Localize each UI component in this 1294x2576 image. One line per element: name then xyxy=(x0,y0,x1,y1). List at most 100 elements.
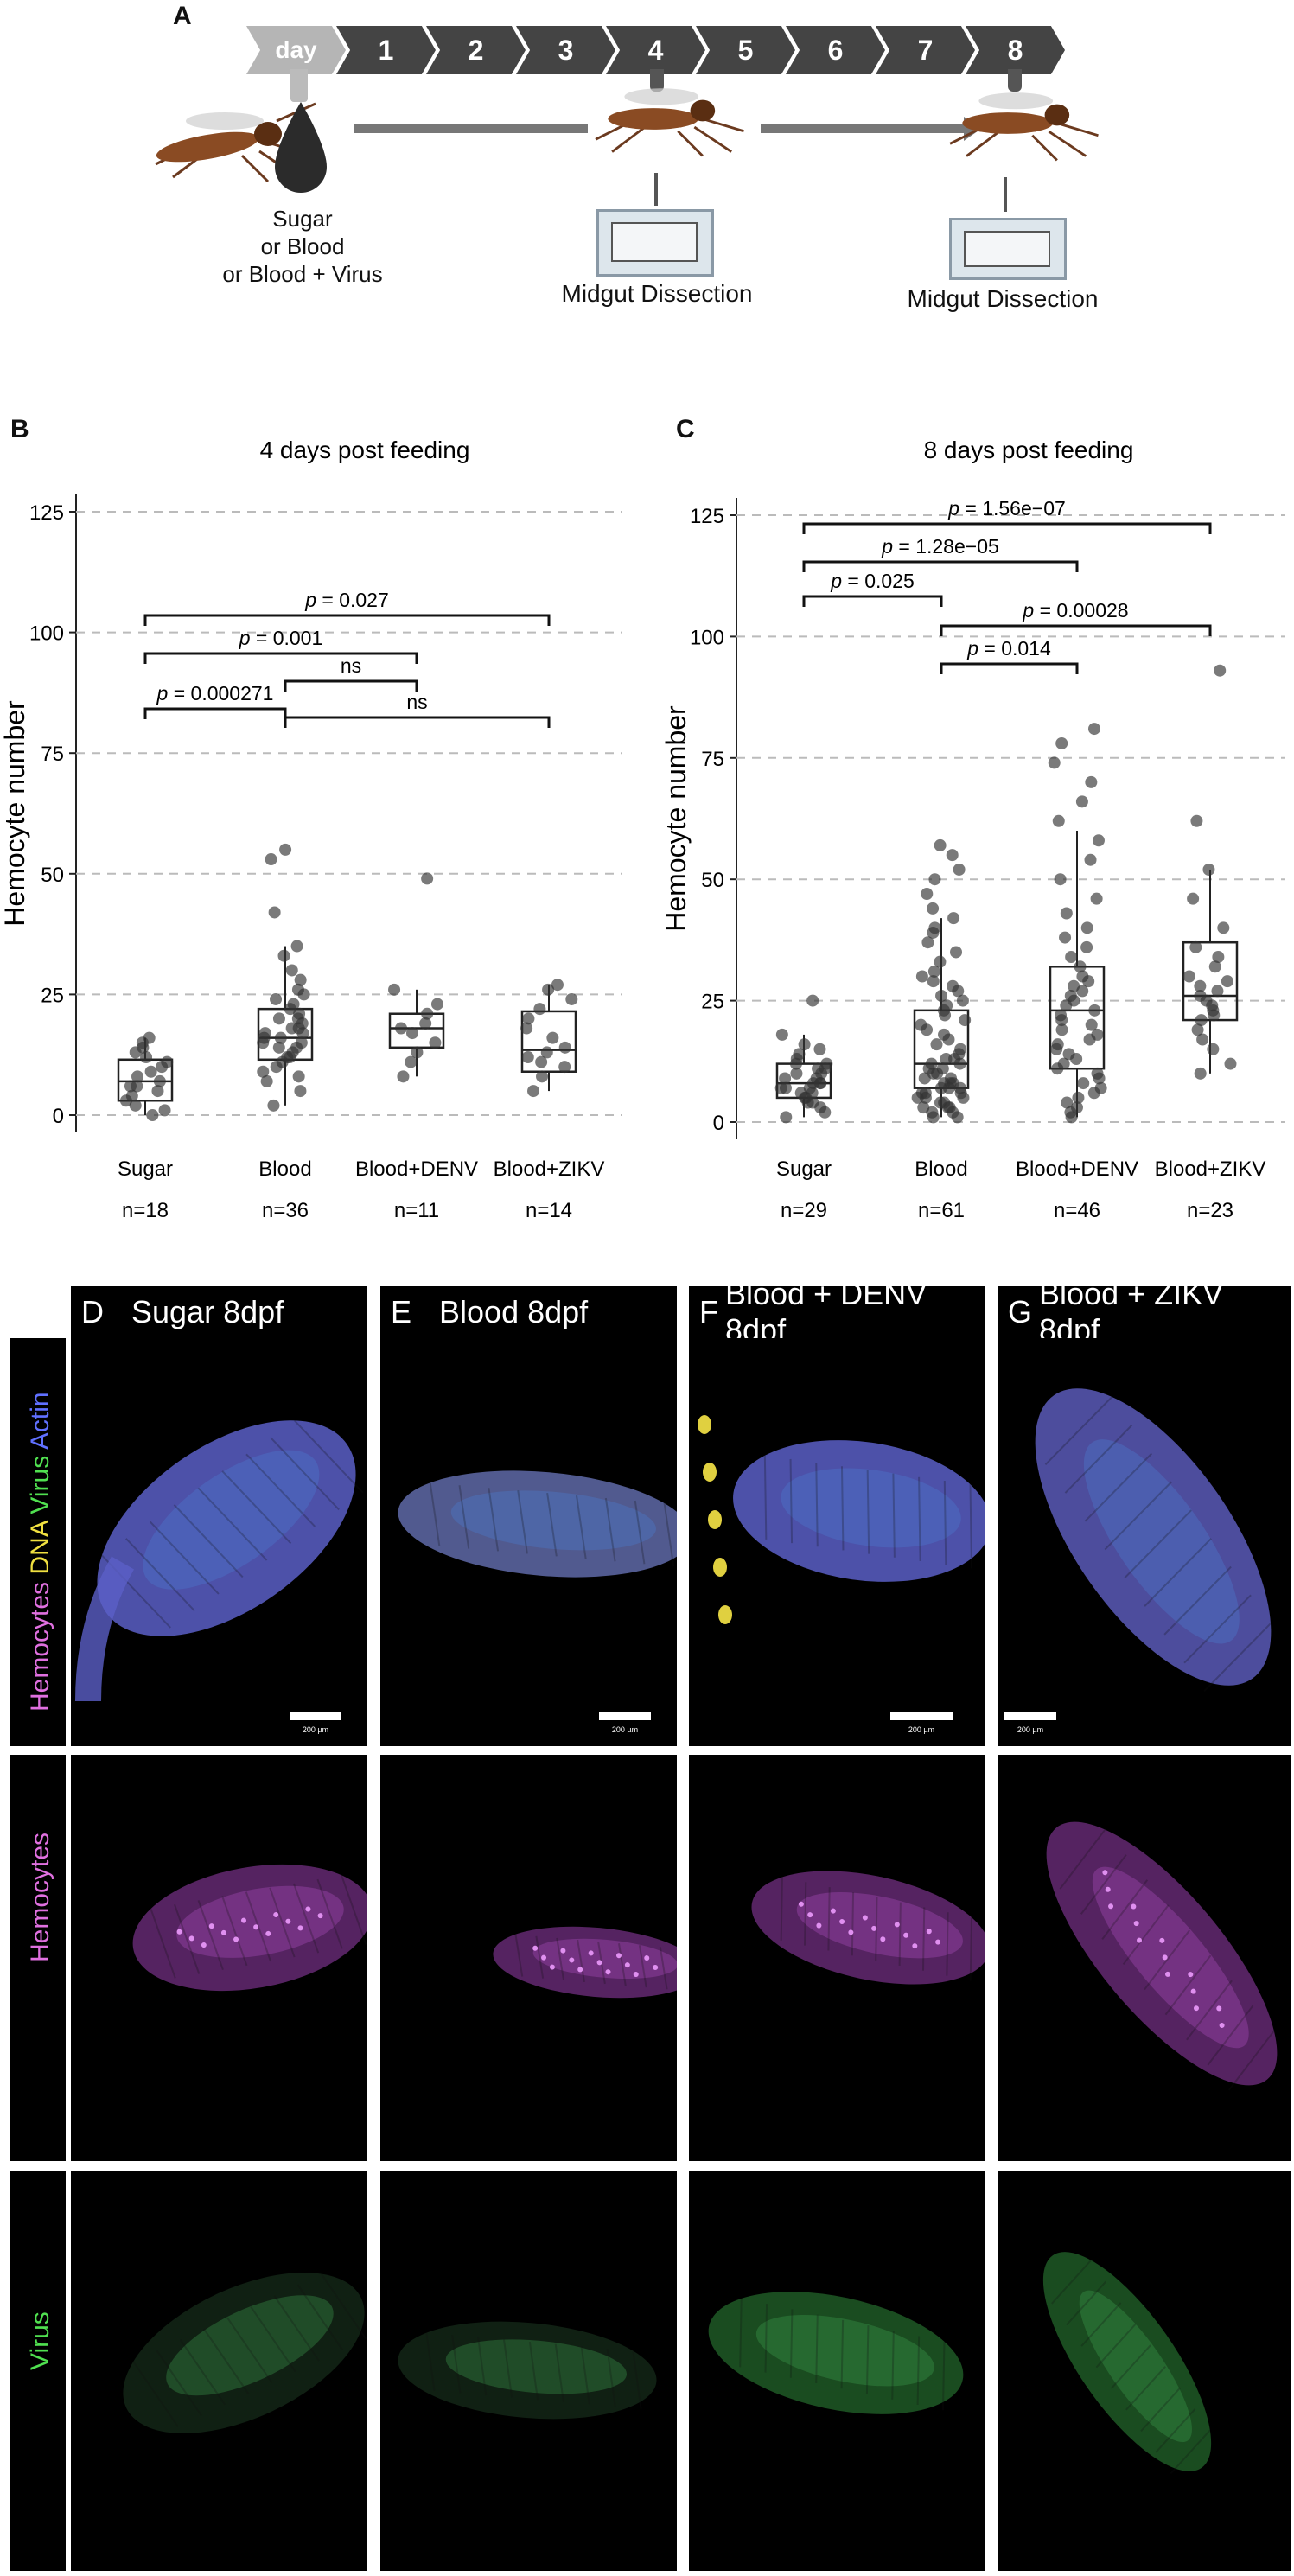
midgut-image xyxy=(1042,2252,1212,2475)
hemocyte-dot xyxy=(240,1917,246,1923)
tissue-fold xyxy=(132,2361,179,2427)
data-point xyxy=(919,1087,932,1100)
data-point xyxy=(533,1003,546,1016)
data-point xyxy=(917,1101,930,1114)
tissue-fold xyxy=(197,1487,268,1561)
panel-letter: G xyxy=(1008,1294,1033,1329)
tissue-fold xyxy=(316,1878,343,1949)
tissue-fold xyxy=(763,1455,768,1540)
data-point xyxy=(535,1055,548,1068)
tissue-body xyxy=(398,1470,677,1578)
tissue-body xyxy=(733,1440,985,1582)
midgut-tissue xyxy=(751,1871,985,1985)
tissue-texture xyxy=(1083,1439,1240,1644)
tissue-fold xyxy=(804,1882,807,1946)
midgut-image: 200 µm xyxy=(1004,1388,1272,1734)
significance-label: p = 0.027 xyxy=(304,589,389,611)
data-point xyxy=(429,1036,442,1049)
data-point xyxy=(272,1012,285,1025)
hemocyte-dot xyxy=(208,1923,214,1929)
tissue-body xyxy=(1042,2252,1212,2471)
data-point xyxy=(265,853,277,866)
data-point xyxy=(1074,960,1087,973)
row-channel-label: Hemocytes xyxy=(26,1832,54,1962)
tissue-fold xyxy=(273,2295,320,2362)
hemocyte-dot xyxy=(935,1939,941,1945)
data-point xyxy=(813,1043,826,1055)
tissue-body xyxy=(398,2321,657,2420)
dissection-slide-icon-2 xyxy=(949,218,1067,280)
data-point xyxy=(953,863,966,876)
tissue-body xyxy=(708,2292,964,2414)
tissue-fold xyxy=(1207,2005,1254,2066)
row-label-strip-3: Virus xyxy=(10,2171,66,2571)
data-point xyxy=(158,1104,171,1117)
panel-letter: E xyxy=(391,1294,412,1329)
tissue-fold xyxy=(946,1912,949,1976)
tissue-fold xyxy=(1104,1481,1173,1551)
tissue-fold xyxy=(250,2305,296,2373)
data-point xyxy=(1182,970,1195,983)
data-point xyxy=(1196,1033,1209,1046)
micrograph-f-row3 xyxy=(689,2171,985,2571)
tissue-fold xyxy=(789,2309,794,2378)
chart-title: 8 days post feeding xyxy=(924,437,1134,463)
midgut-tissue xyxy=(1046,1821,1278,2091)
data-point xyxy=(257,1065,270,1078)
panel-title: Blood 8dpf xyxy=(439,1294,589,1329)
tissue-fold xyxy=(1101,1879,1149,1940)
tissue-fold xyxy=(780,1877,783,1941)
tissue-fold xyxy=(150,1908,176,1979)
tissue-fold xyxy=(892,1473,896,1558)
scale-bar-label: 200 µm xyxy=(303,1725,328,1734)
data-point xyxy=(293,1007,306,1020)
n-label: n=29 xyxy=(781,1199,827,1222)
data-point xyxy=(1187,892,1200,905)
micrograph-e-row3 xyxy=(380,2171,677,2571)
hemocyte-dot xyxy=(1105,1886,1111,1892)
data-point xyxy=(1214,664,1227,677)
data-point xyxy=(411,1046,424,1059)
data-point xyxy=(1068,979,1080,992)
data-point xyxy=(790,1067,803,1080)
micrograph-g-row3 xyxy=(998,2171,1291,2571)
data-point xyxy=(527,1085,540,1098)
data-point xyxy=(1088,1004,1101,1017)
panel-header-e: E Blood 8dpf xyxy=(380,1286,677,1338)
tissue-fold xyxy=(1084,1452,1153,1522)
data-point xyxy=(927,975,940,988)
hemocyte-dot xyxy=(273,1912,279,1918)
tissue-fold xyxy=(1144,1929,1190,1991)
significance-label: p = 0.000271 xyxy=(156,682,274,705)
data-point xyxy=(959,1014,972,1027)
data-point xyxy=(1191,1023,1204,1036)
data-point xyxy=(820,1057,833,1070)
tissue-fold xyxy=(269,1887,296,1958)
tissue-fold xyxy=(451,2335,462,2394)
tissue-texture xyxy=(445,2339,628,2394)
tissue-fold xyxy=(1066,2280,1107,2326)
tissue-fold xyxy=(341,1874,367,1945)
timeline-step-8: 8 xyxy=(966,26,1065,74)
channel-hemocytes: Hemocytes xyxy=(26,1574,54,1712)
tissue-fold xyxy=(156,2350,202,2417)
tissue-fold xyxy=(840,1466,845,1551)
data-point xyxy=(1194,979,1207,992)
hemocyte-dot xyxy=(926,1929,932,1935)
scale-bar-label: 200 µm xyxy=(908,1725,934,1734)
data-point xyxy=(1055,1023,1068,1036)
data-point xyxy=(274,1031,287,1044)
hemocyte-dot xyxy=(605,1969,611,1975)
channel-actin: Actin xyxy=(26,1392,54,1451)
hemocyte-dot xyxy=(830,1908,836,1914)
scale-bar-label: 200 µm xyxy=(1017,1725,1043,1734)
data-point xyxy=(1060,907,1073,920)
hemocyte-dot xyxy=(1188,1972,1194,1978)
data-point xyxy=(143,1031,156,1044)
data-point xyxy=(1202,863,1215,876)
panel-title: Blood + DENV 8dpf xyxy=(725,1276,927,1348)
hemocyte-dot xyxy=(305,1906,311,1912)
hemocyte-dot xyxy=(1193,2005,1199,2012)
hemocyte-dot xyxy=(220,1929,226,1935)
tissue-fold xyxy=(789,1458,794,1544)
